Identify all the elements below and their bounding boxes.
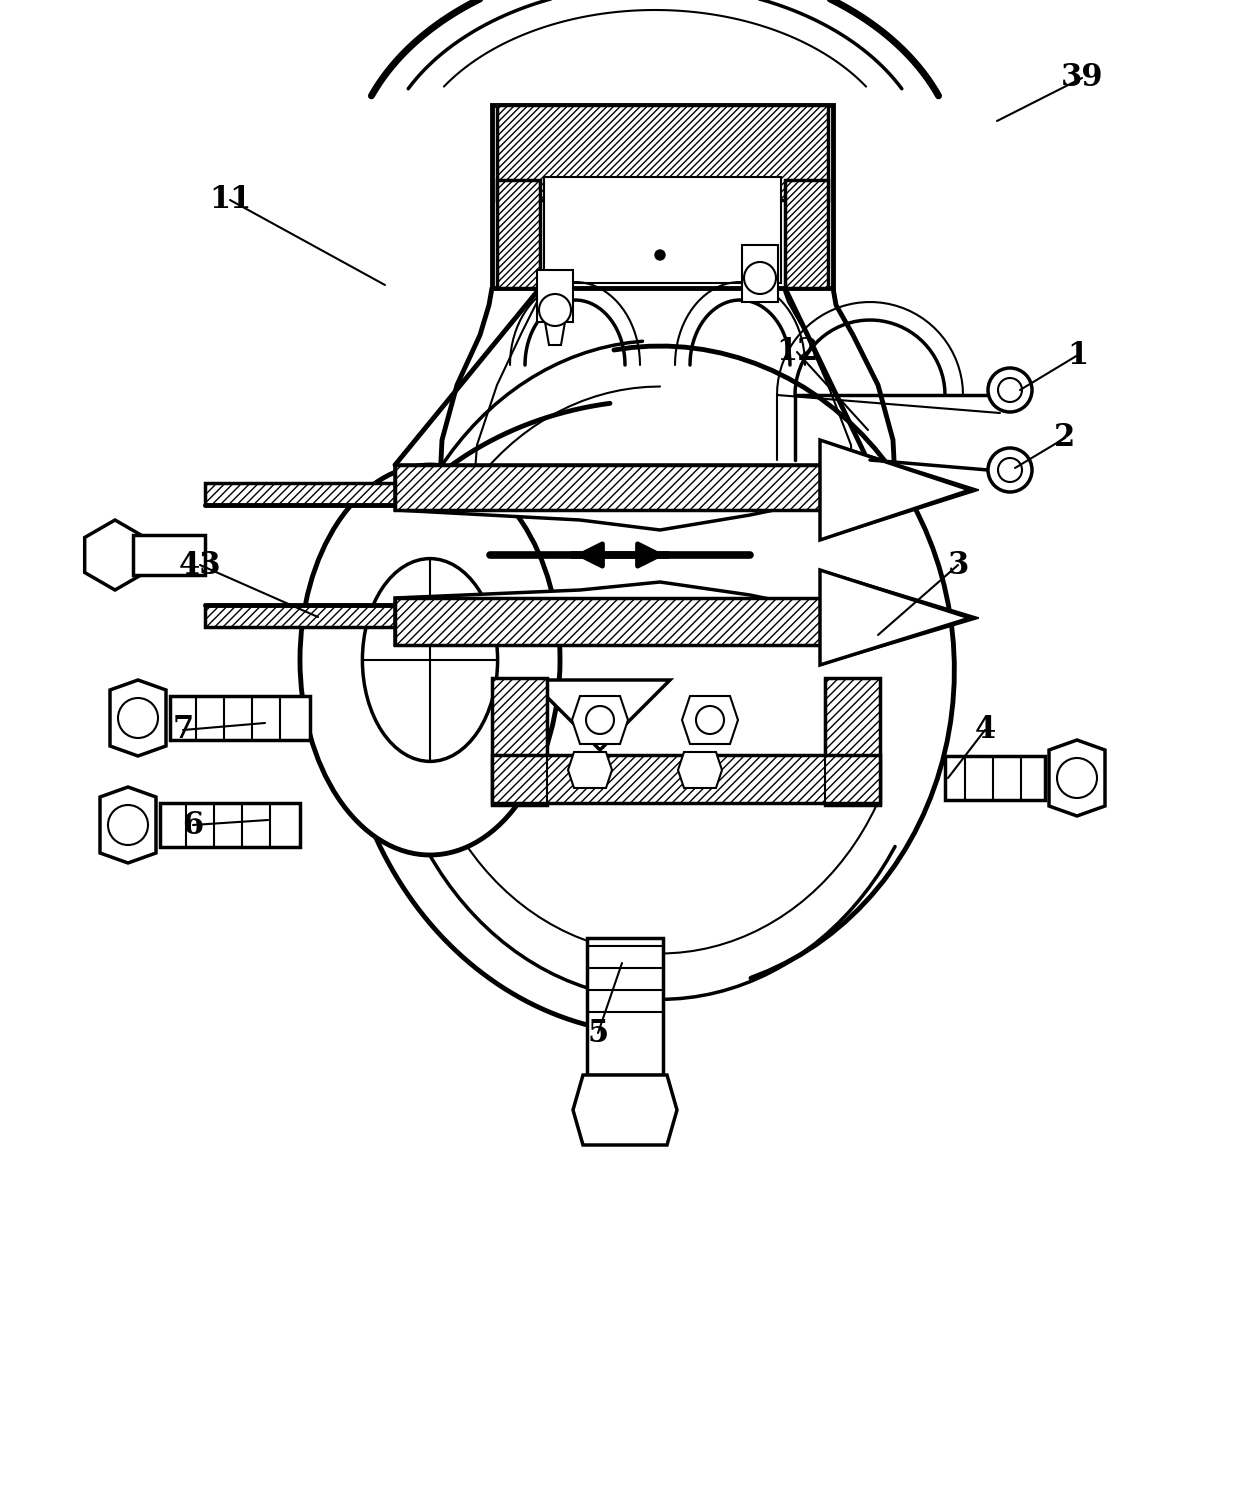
Polygon shape [546, 322, 565, 345]
Circle shape [1056, 759, 1097, 798]
Polygon shape [84, 521, 145, 590]
Text: 2: 2 [1054, 423, 1075, 453]
Polygon shape [160, 804, 300, 847]
Polygon shape [100, 787, 156, 862]
Polygon shape [682, 695, 738, 743]
Text: 3: 3 [947, 549, 968, 581]
Polygon shape [110, 680, 166, 756]
Polygon shape [820, 439, 970, 540]
Circle shape [108, 805, 148, 844]
Circle shape [988, 369, 1032, 412]
Polygon shape [1049, 740, 1105, 816]
Text: 11: 11 [208, 185, 252, 215]
Polygon shape [396, 465, 900, 530]
Text: 1: 1 [1068, 340, 1089, 370]
Text: 43: 43 [179, 549, 221, 581]
Ellipse shape [362, 558, 497, 762]
Polygon shape [492, 105, 833, 287]
Polygon shape [396, 582, 900, 646]
Polygon shape [205, 483, 430, 506]
Circle shape [539, 293, 570, 327]
Polygon shape [205, 605, 430, 628]
Polygon shape [396, 597, 870, 646]
Circle shape [118, 698, 157, 737]
Polygon shape [945, 756, 1045, 801]
Text: 5: 5 [588, 1017, 609, 1049]
Circle shape [998, 458, 1022, 482]
Circle shape [655, 250, 665, 260]
Polygon shape [587, 938, 663, 1075]
Polygon shape [785, 181, 828, 287]
Text: 6: 6 [182, 810, 203, 840]
Polygon shape [170, 695, 310, 740]
Polygon shape [133, 534, 205, 575]
Polygon shape [678, 752, 722, 789]
Polygon shape [497, 181, 539, 287]
Polygon shape [820, 570, 970, 665]
Polygon shape [492, 756, 880, 804]
Polygon shape [537, 269, 573, 322]
Circle shape [988, 448, 1032, 492]
Text: 4: 4 [975, 715, 996, 745]
Circle shape [587, 706, 614, 734]
Polygon shape [492, 677, 547, 805]
Text: 39: 39 [1060, 63, 1104, 93]
Polygon shape [572, 695, 627, 743]
Polygon shape [544, 178, 781, 283]
Polygon shape [742, 245, 777, 303]
Polygon shape [573, 1075, 677, 1145]
Polygon shape [497, 105, 828, 200]
Polygon shape [396, 465, 870, 510]
Polygon shape [568, 752, 613, 789]
Circle shape [696, 706, 724, 734]
Text: 7: 7 [172, 715, 193, 745]
Ellipse shape [300, 465, 560, 855]
Circle shape [998, 378, 1022, 402]
Text: 12: 12 [776, 337, 818, 367]
Circle shape [744, 262, 776, 293]
Polygon shape [529, 680, 670, 749]
Polygon shape [825, 677, 880, 805]
